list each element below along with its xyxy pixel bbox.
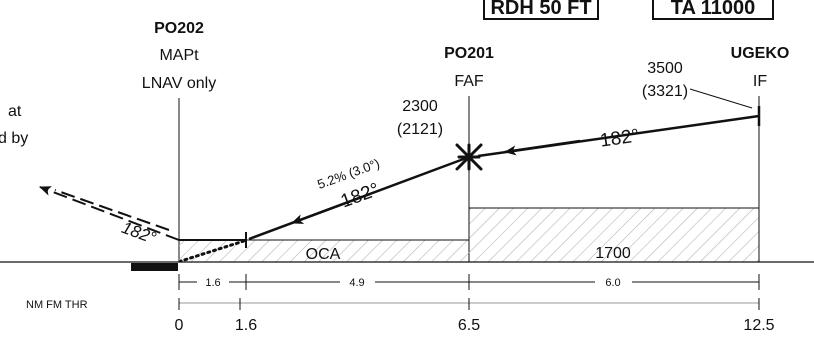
segment-distance-2: 4.9 bbox=[349, 277, 364, 289]
segment-distance-1: 1.6 bbox=[205, 277, 220, 289]
po201-altitude: 2300 bbox=[402, 98, 438, 115]
faf-star-icon bbox=[455, 143, 483, 171]
scale-tick-0: 0 bbox=[175, 317, 184, 334]
sector-1700-outline bbox=[468, 207, 760, 262]
rdh-box: RDH 50 FT bbox=[483, 0, 599, 20]
ugeko-name: UGEKO bbox=[731, 45, 790, 62]
po202-name: PO202 bbox=[154, 20, 204, 37]
distance-scale bbox=[178, 298, 760, 310]
runway-block bbox=[131, 263, 178, 271]
po201-height: (2121) bbox=[397, 121, 443, 138]
po202-role: MAPt bbox=[159, 47, 199, 64]
scale-tick-2: 6.5 bbox=[458, 317, 480, 334]
ta-box: TA 11000 bbox=[652, 0, 774, 20]
scale-label: NM FM THR bbox=[26, 299, 88, 311]
sector-1700-area bbox=[469, 208, 759, 262]
ugeko-leader-line bbox=[689, 88, 753, 109]
po201-name: PO201 bbox=[444, 45, 494, 62]
initial-track-label: 182° bbox=[599, 125, 641, 151]
ta-label: TA 11000 bbox=[671, 0, 756, 19]
ugeko-role: IF bbox=[753, 73, 767, 90]
missed-note-line2: d by bbox=[0, 130, 28, 147]
missed-approach-path bbox=[39, 186, 180, 241]
segment-distance-3: 6.0 bbox=[605, 277, 620, 289]
missed-track-label: 182° bbox=[119, 218, 159, 248]
visual-segment-dots bbox=[179, 239, 246, 263]
rdh-label: RDH 50 FT bbox=[490, 0, 591, 19]
oca-area bbox=[179, 240, 469, 262]
scale-tick-3: 12.5 bbox=[743, 317, 774, 334]
intermediate-arrow bbox=[504, 139, 581, 156]
po201-role: FAF bbox=[454, 73, 484, 90]
missed-approach-path-upper bbox=[54, 189, 170, 231]
ugeko-height: (3321) bbox=[642, 83, 688, 100]
distance-segments bbox=[178, 274, 760, 290]
ugeko-altitude: 3500 bbox=[647, 60, 683, 77]
scale-tick-1: 1.6 bbox=[235, 317, 257, 334]
missed-note-line1: at bbox=[8, 103, 22, 120]
sector-altitude-label: 1700 bbox=[595, 245, 631, 262]
oca-label: OCA bbox=[306, 246, 341, 263]
final-track-label: 182° bbox=[338, 179, 382, 212]
po202-note: LNAV only bbox=[142, 75, 216, 92]
final-approach-arrow bbox=[291, 192, 371, 225]
